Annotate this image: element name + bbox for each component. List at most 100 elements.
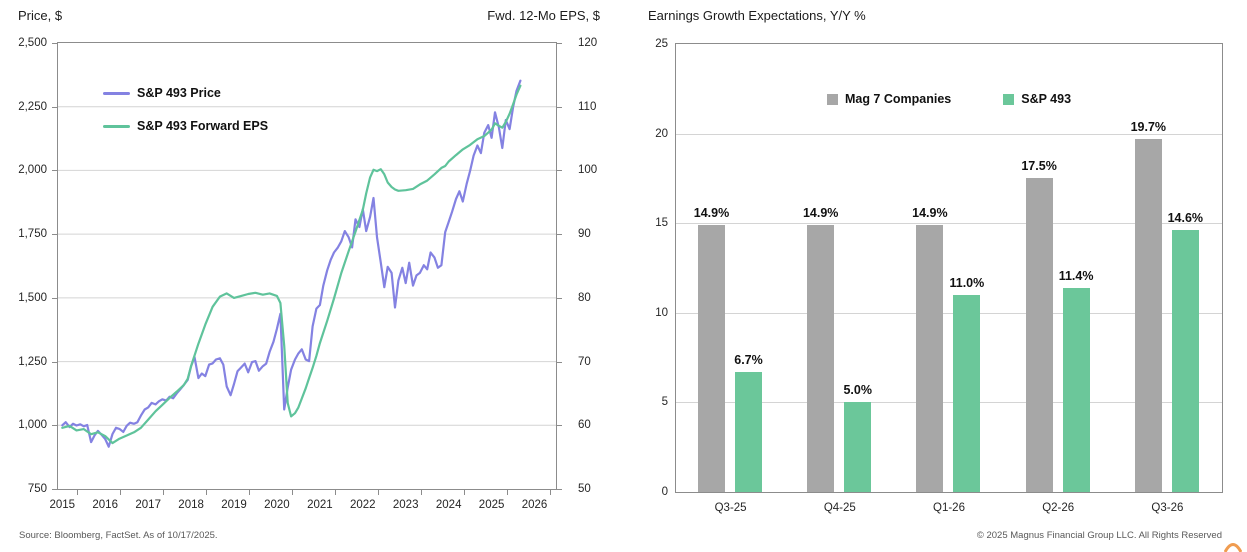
bar-x-axis-category-label: Q4-25 (823, 502, 856, 514)
x-axis-tick-label: 2019 (221, 499, 247, 511)
mag7-legend-swatch (826, 93, 838, 105)
right-y-axis-tick-label: 60 (578, 419, 591, 432)
x-axis-tick-label: 2022 (350, 499, 376, 511)
left-y-axis-tick (52, 43, 57, 44)
bar-x-axis-category-label: Q2-26 (1042, 502, 1075, 514)
left-y-axis-tick-label: 1,000 (18, 419, 47, 432)
left-y-axis-tick (52, 489, 57, 490)
bar-mag-7-companies (916, 225, 944, 492)
bar-value-label: 14.9% (693, 206, 730, 220)
bar-x-axis-category-label: Q1-26 (933, 502, 965, 514)
x-axis-tick-label: 2015 (49, 499, 76, 511)
bar-s-p-493 (953, 294, 981, 492)
x-axis-tick-label: 2018 (178, 499, 204, 511)
bar-mag-7-companies (1134, 139, 1162, 492)
x-axis-tick-label: 2023 (392, 499, 419, 511)
right-y-axis-tick-label: 80 (578, 291, 591, 304)
right-y-axis-tick (557, 361, 562, 363)
bar-value-label: 11.4% (1058, 268, 1094, 283)
gridline (676, 223, 1222, 225)
x-axis-tick-label: 2020 (264, 499, 290, 511)
x-axis-tick-label: 2017 (135, 499, 161, 511)
x-axis-tick (549, 490, 551, 495)
left-y-axis-tick (52, 106, 57, 108)
bar-value-label: 19.7% (1130, 120, 1167, 134)
right-y-axis-tick-label: 50 (578, 483, 591, 495)
bar-y-axis-tick-label: 5 (661, 396, 668, 409)
left-y-axis-tick-label: 2,500 (18, 37, 47, 49)
left-y-axis-tick (52, 425, 57, 427)
left-y-axis-tick (52, 297, 57, 299)
x-axis-tick (163, 490, 165, 495)
bar-y-axis-tick-label: 0 (661, 486, 668, 498)
mag7-legend-label: Mag 7 Companies (844, 92, 952, 106)
x-axis-tick (206, 490, 208, 495)
bar-s-p-493 (1062, 287, 1090, 492)
right-y-axis-tick (557, 234, 562, 236)
left-y-axis-tick-label: 1,750 (18, 228, 47, 241)
bar-chart-plot-area: Mag 7 Companies S&P 493 14.9% 14.9% 14.9% 1… (675, 43, 1223, 493)
bar-x-axis-category-label: Q3-26 (1151, 502, 1184, 514)
x-axis-tick (377, 490, 379, 495)
bar-chart-legend: Mag 7 Companies S&P 493 (676, 92, 1222, 106)
series-line-s-p-493-price (61, 79, 522, 448)
left-y-axis-tick-label: 750 (27, 483, 47, 495)
gridline (676, 312, 1222, 314)
price-series-swatch (103, 91, 130, 95)
left-y-axis-tick (52, 170, 57, 172)
line-chart-plot-area: S&P 493 Price S&P 493 Forward EPS (57, 42, 557, 490)
bar-value-label: 14.9% (912, 206, 948, 220)
left-chart-right-axis-title: Fwd. 12-Mo EPS, $ (487, 8, 600, 23)
bar-s-p-493 (844, 402, 872, 492)
legend-item-mag7: Mag 7 Companies (826, 92, 952, 106)
bar-s-p-493 (1171, 230, 1199, 492)
legend-row-price: S&P 493 Price (103, 83, 268, 103)
right-y-axis-tick-label: 70 (578, 355, 591, 368)
legend-item-sp493: S&P 493 (1003, 92, 1071, 106)
bar-value-label: 6.7% (734, 352, 763, 367)
left-chart-left-axis-title: Price, $ (18, 8, 63, 23)
sp493-legend-label: S&P 493 (1021, 92, 1072, 106)
x-axis-tick (77, 490, 79, 495)
right-y-axis-tick (557, 489, 562, 490)
bar-value-label: 14.6% (1167, 211, 1204, 226)
x-axis-tick-label: 2024 (435, 499, 462, 511)
x-axis-tick (120, 490, 122, 495)
right-y-axis-tick-label: 100 (578, 164, 598, 177)
right-y-axis-tick-label: 120 (578, 37, 598, 49)
bar-mag-7-companies (1025, 178, 1053, 492)
x-axis-tick-label: 2016 (92, 499, 118, 511)
x-axis-tick-label: 2026 (521, 499, 548, 511)
x-axis-tick (420, 490, 422, 495)
eps-series-label: S&P 493 Forward EPS (137, 119, 269, 133)
gridline (676, 402, 1222, 404)
bar-value-label: 11.0% (949, 275, 985, 290)
bar-x-axis-category-label: Q3-25 (714, 502, 747, 514)
bar-value-label: 14.9% (802, 206, 839, 220)
bar-y-axis-tick-label: 20 (655, 127, 668, 140)
left-y-axis-tick-label: 2,250 (18, 100, 47, 113)
left-y-axis-tick-label: 1,500 (18, 291, 47, 304)
logo-mark (1224, 543, 1242, 552)
left-y-axis-tick (52, 234, 57, 236)
left-y-axis-tick-label: 2,000 (18, 164, 47, 177)
x-axis-tick (463, 490, 465, 495)
right-y-axis-tick-label: 110 (578, 100, 597, 113)
x-axis-tick (506, 490, 508, 495)
right-y-axis-tick (557, 170, 562, 172)
x-axis-tick (249, 490, 250, 495)
x-axis-tick (292, 490, 293, 495)
bar-y-axis-tick-label: 10 (655, 306, 668, 319)
eps-series-swatch (103, 124, 130, 128)
bar-s-p-493 (735, 371, 762, 492)
series-line-s-p-493-forward-eps (61, 84, 522, 445)
right-y-axis-tick (557, 106, 562, 108)
copyright-note: © 2025 Magnus Financial Group LLC. All R… (976, 530, 1222, 541)
bar-y-axis-tick-label: 15 (655, 217, 668, 230)
legend-row-eps: S&P 493 Forward EPS (103, 116, 268, 136)
bar-mag-7-companies (807, 225, 835, 492)
right-y-axis-tick (557, 43, 562, 44)
bar-y-axis-tick-label: 25 (655, 38, 668, 50)
right-y-axis-tick (557, 425, 562, 427)
price-series-label: S&P 493 Price (137, 86, 221, 100)
